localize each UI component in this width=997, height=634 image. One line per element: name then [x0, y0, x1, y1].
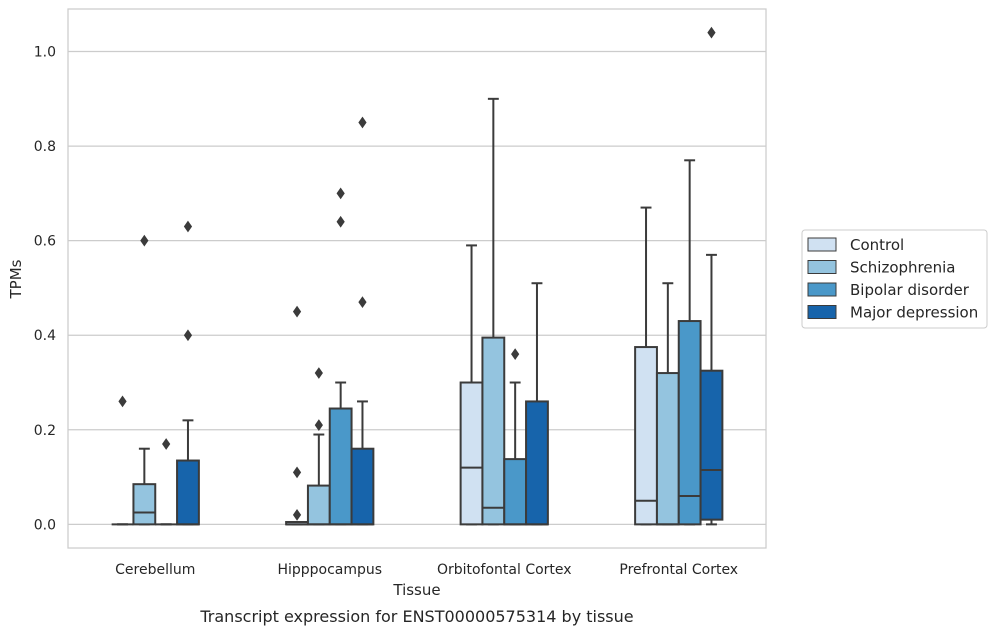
outlier-point — [336, 187, 345, 200]
y-tick-label: 0.8 — [34, 139, 56, 155]
outlier-point — [292, 305, 302, 318]
legend-label: Control — [850, 236, 904, 254]
outlier-point — [140, 234, 149, 247]
box — [525, 400, 549, 526]
y-axis-label: TPMs — [7, 259, 25, 299]
legend-swatch — [807, 260, 837, 274]
outlier-point — [707, 26, 716, 39]
legend-label: Schizophrenia — [850, 259, 955, 277]
box — [677, 320, 702, 526]
x-tick-labels: Cerebellum Hipppocampus Orbitofontal Corte… — [115, 562, 738, 578]
box — [481, 336, 506, 526]
x-tick-label: Prefrontal Cortex — [619, 562, 738, 578]
legend: Control Schizophrenia Bipolar disorder Majo… — [801, 229, 988, 329]
box — [176, 459, 200, 526]
box-groups — [111, 26, 724, 526]
outlier-point — [358, 116, 367, 129]
outlier-point — [314, 419, 323, 431]
chart-caption: Transcript expression for ENST0000057531… — [199, 607, 633, 626]
box — [503, 458, 528, 526]
box-group — [285, 116, 375, 526]
legend-swatch — [807, 282, 837, 297]
outlier-point — [183, 220, 193, 233]
box — [350, 447, 375, 526]
y-tick-label: 0.6 — [34, 234, 56, 250]
box-group — [111, 220, 200, 526]
box-group — [634, 26, 724, 526]
legend-frame — [801, 229, 988, 329]
y-tick-label: 0.2 — [34, 423, 56, 439]
x-axis-label: Tissue — [392, 581, 440, 599]
legend-label: Major depression — [850, 304, 978, 322]
y-tick-label: 1.0 — [34, 45, 56, 61]
outlier-point — [292, 509, 302, 521]
plot-frame — [67, 8, 767, 549]
box — [699, 369, 724, 521]
y-tick-label: 0.4 — [34, 328, 56, 344]
legend-swatch — [807, 305, 837, 319]
outlier-point — [358, 296, 367, 309]
outlier-point — [162, 438, 171, 450]
outlier-point — [314, 367, 323, 379]
x-tick-label: Hipppocampus — [277, 562, 382, 578]
x-tick-label: Cerebellum — [115, 562, 195, 578]
outlier-point — [511, 348, 520, 361]
box — [306, 484, 331, 526]
box — [655, 372, 680, 526]
box — [634, 346, 658, 526]
legend-label: Bipolar disorder — [850, 281, 970, 299]
legend-swatch — [807, 237, 837, 252]
y-tick-label: 0.0 — [34, 517, 56, 533]
outlier-point — [336, 215, 345, 228]
box — [328, 407, 353, 526]
outlier-point — [118, 395, 127, 408]
y-tick-labels: 0.0 0.2 0.4 0.6 0.8 1.0 — [34, 45, 56, 534]
box-group — [459, 97, 549, 526]
box — [132, 483, 157, 526]
x-tick-label: Orbitofontal Cortex — [437, 562, 572, 578]
outlier-point — [183, 329, 193, 342]
outlier-point — [292, 466, 302, 479]
box — [459, 381, 484, 526]
